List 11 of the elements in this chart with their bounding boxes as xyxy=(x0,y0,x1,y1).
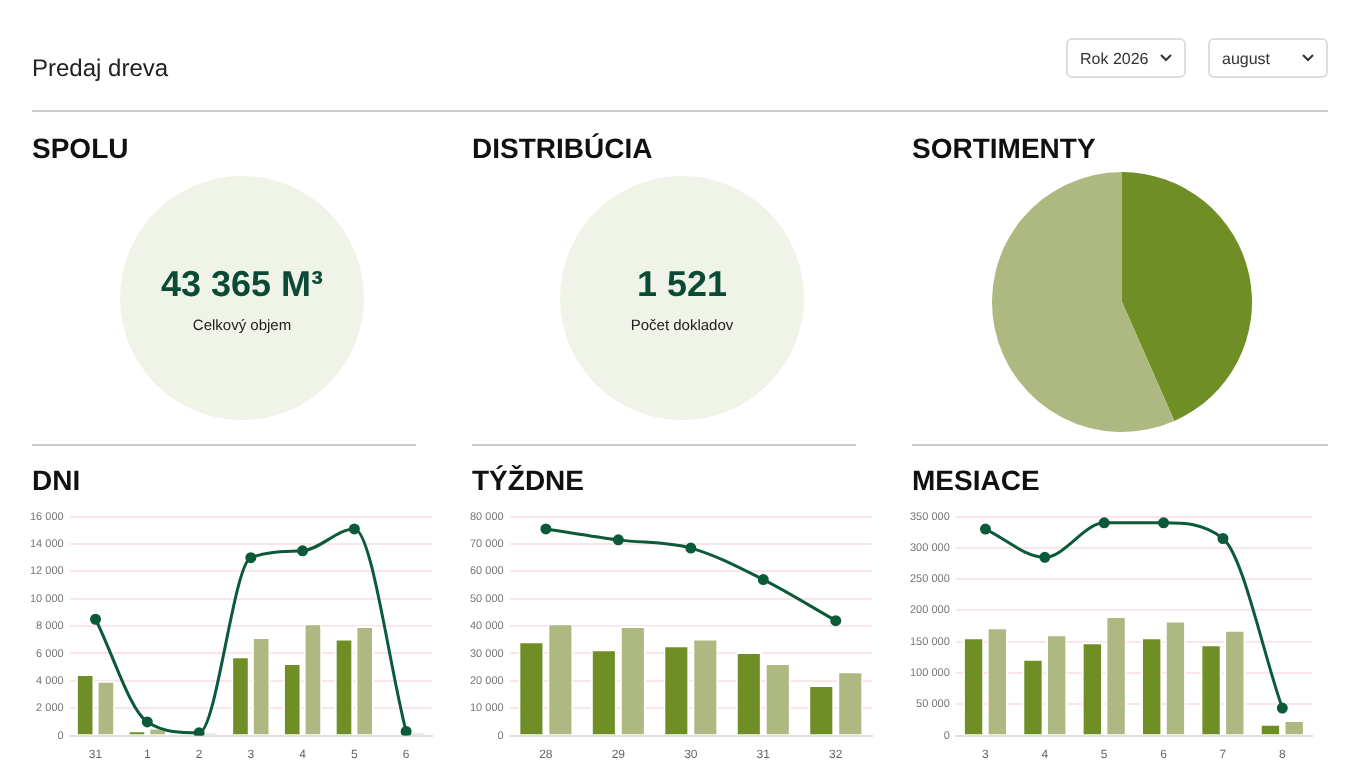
text: august xyxy=(1208,38,1328,78)
text: DISTRIBÚCIA xyxy=(472,132,653,164)
text: Rok 2026 xyxy=(1066,38,1186,78)
chart-title: DNI xyxy=(32,464,81,496)
text: Predaj dreva xyxy=(32,54,169,82)
text: 1 521 xyxy=(634,264,730,306)
chart-title: MESIACE xyxy=(912,464,1040,496)
text: 43 365 M³ xyxy=(158,264,326,306)
chart-title: TÝŽDNE xyxy=(472,464,584,496)
text: SPOLU xyxy=(32,132,129,164)
chart-title: SORTIMENTY xyxy=(912,132,1096,164)
